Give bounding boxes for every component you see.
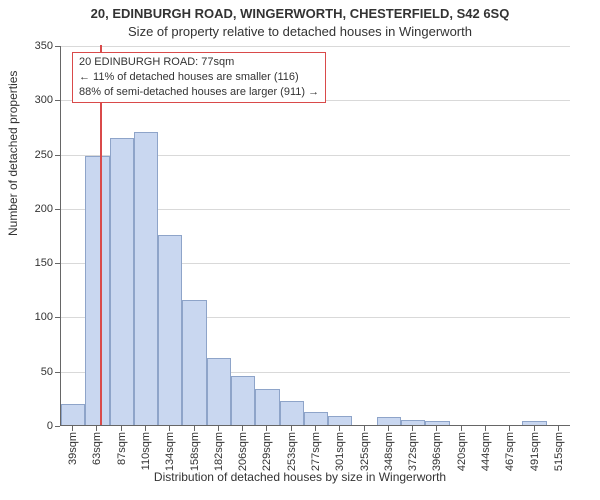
chart-container: 20, EDINBURGH ROAD, WINGERWORTH, CHESTER… [0, 0, 600, 500]
histogram-bar [522, 421, 546, 425]
y-tick-label: 50 [13, 366, 53, 378]
grid-line [61, 46, 570, 47]
histogram-bar [280, 401, 304, 425]
x-tick-mark [218, 426, 219, 431]
x-tick-label: 372sqm [407, 432, 419, 471]
x-axis-label: Distribution of detached houses by size … [0, 470, 600, 484]
x-tick-mark [388, 426, 389, 431]
x-tick-label: 182sqm [213, 432, 225, 471]
y-tick-mark [55, 100, 60, 101]
x-tick-mark [339, 426, 340, 431]
x-tick-label: 491sqm [529, 432, 541, 471]
x-tick-label: 158sqm [189, 432, 201, 471]
y-tick-mark [55, 209, 60, 210]
histogram-bar [231, 376, 255, 425]
x-tick-mark [509, 426, 510, 431]
x-tick-label: 277sqm [310, 432, 322, 471]
y-tick-mark [55, 426, 60, 427]
plot-area [60, 46, 570, 426]
x-tick-label: 348sqm [383, 432, 395, 471]
histogram-bar [304, 412, 328, 425]
histogram-bar [61, 404, 85, 425]
x-tick-label: 253sqm [286, 432, 298, 471]
x-tick-mark [412, 426, 413, 431]
x-tick-mark [534, 426, 535, 431]
x-tick-label: 301sqm [334, 432, 346, 471]
y-tick-mark [55, 372, 60, 373]
histogram-bar [328, 416, 352, 425]
annotation-line-3: 88% of semi-detached houses are larger (… [79, 85, 319, 100]
histogram-bar [255, 389, 279, 425]
annotation-line-2: ← 11% of detached houses are smaller (11… [79, 70, 319, 85]
chart-title-main: 20, EDINBURGH ROAD, WINGERWORTH, CHESTER… [0, 6, 600, 21]
x-tick-label: 206sqm [237, 432, 249, 471]
x-tick-mark [485, 426, 486, 431]
y-tick-label: 250 [13, 149, 53, 161]
histogram-bar [85, 156, 109, 425]
y-tick-mark [55, 155, 60, 156]
x-tick-label: 396sqm [431, 432, 443, 471]
x-tick-mark [266, 426, 267, 431]
x-tick-mark [436, 426, 437, 431]
x-tick-label: 134sqm [164, 432, 176, 471]
x-tick-mark [558, 426, 559, 431]
x-tick-mark [242, 426, 243, 431]
x-tick-label: 444sqm [480, 432, 492, 471]
y-tick-mark [55, 263, 60, 264]
x-tick-label: 39sqm [67, 432, 79, 465]
y-tick-mark [55, 317, 60, 318]
y-tick-label: 150 [13, 257, 53, 269]
x-tick-mark [315, 426, 316, 431]
histogram-bar [377, 417, 401, 425]
annotation-box: 20 EDINBURGH ROAD: 77sqm ← 11% of detach… [72, 52, 326, 103]
annotation-line-1: 20 EDINBURGH ROAD: 77sqm [79, 55, 319, 70]
histogram-bar [182, 300, 206, 425]
y-tick-label: 350 [13, 40, 53, 52]
histogram-bar [134, 132, 158, 425]
x-tick-label: 110sqm [140, 432, 152, 470]
y-tick-label: 100 [13, 311, 53, 323]
y-tick-label: 0 [13, 420, 53, 432]
histogram-bar [401, 420, 425, 425]
histogram-bar [158, 235, 182, 425]
y-tick-mark [55, 46, 60, 47]
y-tick-label: 200 [13, 203, 53, 215]
x-tick-mark [194, 426, 195, 431]
x-tick-mark [145, 426, 146, 431]
histogram-bar [425, 421, 449, 425]
x-tick-mark [72, 426, 73, 431]
x-tick-label: 515sqm [553, 432, 565, 471]
x-tick-label: 467sqm [504, 432, 516, 471]
x-tick-mark [96, 426, 97, 431]
x-tick-label: 325sqm [359, 432, 371, 471]
x-tick-mark [121, 426, 122, 431]
x-tick-mark [461, 426, 462, 431]
x-tick-mark [169, 426, 170, 431]
x-tick-mark [291, 426, 292, 431]
x-tick-mark [364, 426, 365, 431]
x-tick-label: 229sqm [261, 432, 273, 471]
histogram-bar [110, 138, 134, 425]
histogram-bar [207, 358, 231, 425]
chart-title-sub: Size of property relative to detached ho… [0, 24, 600, 39]
y-tick-label: 300 [13, 94, 53, 106]
x-tick-label: 63sqm [91, 432, 103, 465]
x-tick-label: 87sqm [116, 432, 128, 465]
x-tick-label: 420sqm [456, 432, 468, 471]
